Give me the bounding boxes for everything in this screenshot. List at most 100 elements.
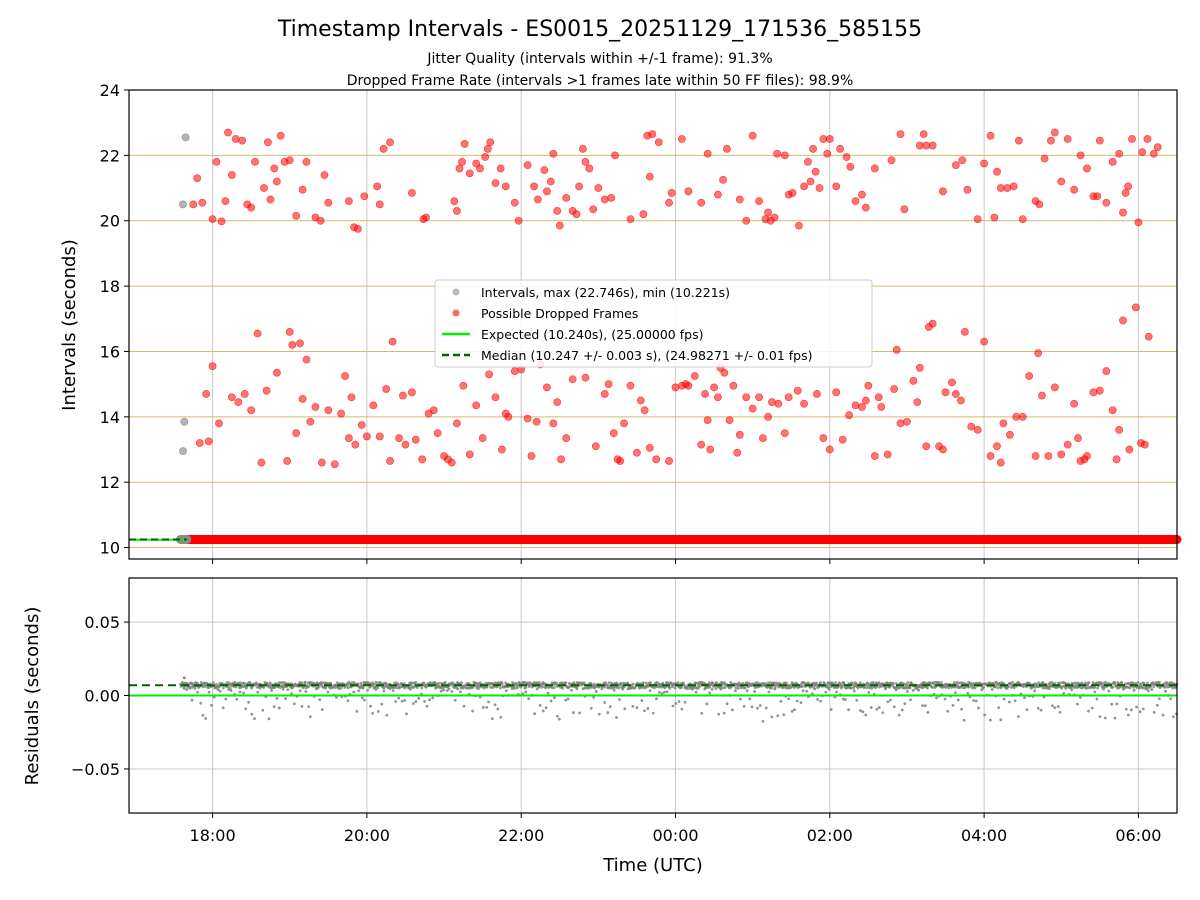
residual-point [388,687,392,691]
x-tick-label: 20:00 [344,826,390,845]
residual-point [462,704,466,708]
residual-point [589,706,593,710]
intervals-ticks: 10 12 14 16 18 20 22 24 [100,81,1139,564]
intervals-y-tick-label: 20 [100,212,120,231]
dropped-frame-point [1076,151,1085,160]
residual-point [581,687,585,691]
dropped-frame-point [302,355,311,364]
residual-point [1017,715,1020,718]
residual-point [1169,697,1173,701]
residual-point [566,697,570,701]
residual-point [960,707,963,711]
residual-point [725,702,729,706]
dropped-frame-point [813,390,821,398]
residual-point [838,681,842,685]
residual-point [318,698,322,702]
residual-point [608,705,612,709]
dropped-frame-point [764,208,772,217]
residual-point [561,686,565,690]
residual-point [587,686,590,690]
dropped-frame-point [788,189,797,197]
residual-point [824,690,828,694]
dropped-frame-point [351,440,360,449]
dropped-frame-point [870,452,879,460]
residual-point [617,686,621,690]
dropped-frame-point [607,193,616,202]
residual-point [361,686,365,689]
residual-point [224,697,228,701]
residual-point [572,711,575,714]
residual-point [847,708,850,712]
dropped-frame-point [195,439,204,447]
dropped-frame-point [697,198,706,207]
residual-point [884,687,887,691]
dropped-frame-point [1057,450,1066,459]
dropped-frame-point [851,401,860,410]
residual-point [635,706,639,709]
dropped-frame-point [292,429,301,438]
residual-point [500,682,504,686]
dropped-frame-point [648,130,657,139]
dropped-frame-point [993,167,1001,176]
dropped-frame-point [527,452,536,460]
dropped-frame-point [540,166,549,174]
dropped-frame-point [1108,406,1117,415]
residual-point [787,697,791,701]
interval-point [180,417,189,426]
dropped-frame-point [285,327,294,336]
legend: Intervals, max (22.746s), min (10.221s) … [434,279,873,368]
dropped-frame-point [973,215,982,223]
dropped-frame-point [272,177,281,186]
residual-point [658,690,661,694]
residual-point [423,699,426,703]
residual-point [606,683,610,687]
residual-point [677,700,681,703]
dropped-frame-point [317,458,326,467]
residual-point [1056,705,1060,708]
dropped-frame-point [1115,426,1124,434]
dropped-frame-point [320,171,329,179]
residual-point [382,689,386,693]
residual-point [1039,708,1043,712]
residual-point [1111,686,1115,689]
residual-point [490,717,494,721]
residual-point [1041,686,1045,690]
dropped-frame-point [401,440,410,449]
residual-point [212,681,215,685]
residual-point [776,714,780,718]
residual-point [1090,706,1094,710]
residual-point [623,707,627,711]
dropped-frame-point [832,388,841,397]
residual-point [909,698,912,702]
residual-point [298,689,302,693]
residual-point [674,702,678,705]
residual-point [988,718,992,722]
residual-point [233,680,237,684]
residual-point [626,681,630,685]
x-tick-label: 04:00 [961,826,1007,845]
intervals-y-tick-label: 24 [100,81,120,100]
dropped-frame-point [465,169,474,178]
residual-point [1012,686,1016,690]
residual-point [293,702,296,706]
dropped-frame-point [620,419,628,428]
dropped-frame-point [260,184,268,192]
dropped-frame-point [600,390,609,398]
dropped-frame-point [208,362,217,371]
residual-point [343,686,347,689]
residual-point [214,682,218,686]
dropped-frame-point [450,197,459,206]
dropped-frame-point [1063,135,1072,143]
residual-point [743,686,747,690]
dropped-frame-point [1057,177,1066,186]
residual-point [504,689,508,693]
dropped-frame-point [703,149,712,158]
residual-point [810,692,814,696]
residual-point [385,682,388,686]
residual-point [408,687,412,691]
residual-point [708,691,712,695]
residual-point [346,699,350,703]
residual-point [621,687,625,691]
dropped-frame-point [922,442,931,451]
residual-point [723,686,727,689]
